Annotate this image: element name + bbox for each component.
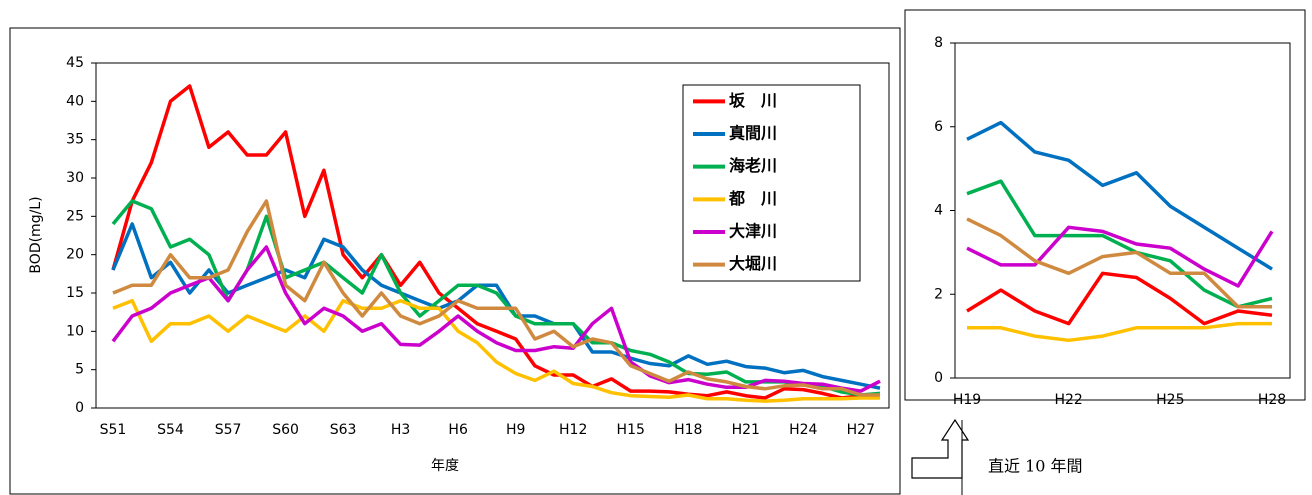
y-tick-label: 25 [66, 208, 84, 224]
legend-box [682, 84, 861, 282]
y-tick-label: 35 [66, 132, 84, 148]
legend-label: 真間川 [729, 124, 777, 143]
y-tick-label: 5 [75, 362, 84, 378]
series-line [966, 179, 1273, 309]
y-tick-label: 45 [66, 55, 84, 71]
x-tick-label: H6 [448, 422, 468, 438]
x-tick-label: H25 [1156, 392, 1184, 408]
x-tick-label: H24 [789, 422, 817, 438]
x-tick-label: H3 [391, 422, 410, 438]
x-tick-label: H18 [674, 422, 702, 438]
legend-label: 大堀川 [729, 254, 777, 273]
series-line [966, 217, 1272, 309]
y-tick-label: 8 [934, 35, 943, 51]
inset-frame [904, 9, 1306, 401]
legend-label: 都 川 [728, 189, 777, 208]
x-tick-label: H22 [1054, 392, 1082, 408]
annotation: 直近 10 年間 [988, 457, 1083, 476]
x-tick-label: S57 [215, 422, 242, 438]
y-tick-label: 15 [66, 285, 84, 301]
series-line [111, 222, 881, 390]
arrow-icon [911, 418, 970, 479]
series-line [112, 199, 880, 397]
x-tick-label: S60 [272, 422, 299, 438]
series-line [111, 84, 881, 400]
x-tick-label: H15 [617, 422, 645, 438]
series-line [111, 245, 881, 393]
legend-label: 海老川 [729, 156, 777, 175]
x-tick-label: H19 [953, 392, 981, 408]
plot-area [95, 62, 890, 409]
x-tick-label: S54 [157, 422, 184, 438]
x-tick-label: H12 [559, 422, 587, 438]
legend-label: 大津川 [729, 222, 777, 241]
y-tick-label: 0 [934, 370, 943, 386]
x-tick-label: H28 [1258, 392, 1286, 408]
series-line [966, 120, 1273, 271]
x-tick-label: S63 [330, 422, 357, 438]
series-line [112, 298, 880, 403]
y-tick-label: 10 [66, 323, 84, 339]
x-tick-label: H9 [506, 422, 525, 438]
y-tick-label: 20 [66, 247, 84, 263]
x-tick-label: H27 [847, 422, 875, 438]
series-line [967, 321, 1272, 343]
y-tick-label: 4 [934, 203, 943, 219]
y-axis-label: BOD(mg/L) [28, 196, 44, 273]
y-tick-label: 40 [66, 93, 84, 109]
y-tick-label: 0 [75, 400, 84, 416]
x-tick-label: S51 [100, 422, 127, 438]
series-line [966, 225, 1274, 288]
x-tick-label: H21 [732, 422, 760, 438]
y-tick-label: 30 [66, 170, 84, 186]
series-line [966, 271, 1273, 326]
legend-label: 坂 川 [729, 91, 777, 110]
y-tick-label: 2 [934, 286, 943, 302]
y-tick-label: 6 [934, 119, 943, 135]
x-axis-label: 年度 [431, 458, 459, 474]
